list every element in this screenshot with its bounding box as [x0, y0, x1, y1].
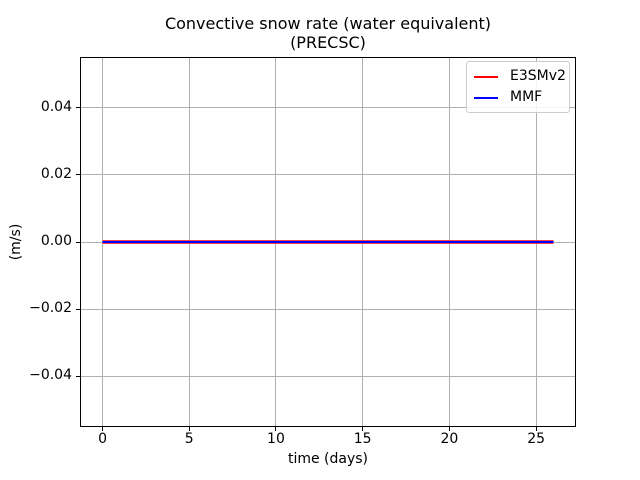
x-tick-label: 5 [184, 431, 194, 447]
plot-area: E3SMv2 MMF 0 5 10 15 20 25 0.04 0.02 0.00 −0.02 −0.… [29, 57, 576, 447]
y-tick-label: 0.00 [40, 233, 72, 249]
x-tick-mark [448, 427, 450, 431]
x-tick-label: 20 [440, 431, 459, 447]
series-plot [102, 240, 554, 244]
y-tick-mark [76, 375, 80, 377]
gridline-horizontal [80, 107, 576, 109]
chart-title: Convective snow rate (water equivalent) … [80, 14, 576, 52]
legend-line-swatch [474, 75, 498, 78]
x-tick-mark [188, 427, 190, 431]
y-tick-label: −0.04 [29, 367, 72, 384]
legend-label: MMF [510, 89, 543, 105]
x-tick-label: 25 [527, 431, 546, 447]
legend-item-e3smv2: E3SMv2 [474, 66, 566, 87]
x-tick-mark [535, 427, 537, 431]
x-tick-mark [102, 427, 104, 431]
gridline-horizontal [80, 308, 576, 310]
y-tick-mark [76, 174, 80, 176]
y-tick-label: 0.02 [40, 165, 72, 182]
y-tick-mark [76, 107, 80, 109]
x-tick-label: 10 [267, 431, 285, 447]
chart-title-line2: (PRECSC) [290, 33, 366, 52]
x-axis-label: time (days) [287, 451, 369, 467]
x-tick-label: 15 [353, 431, 372, 447]
legend-item-mmf: MMF [474, 87, 563, 108]
y-tick-mark [76, 308, 80, 310]
y-tick-label: −0.02 [29, 300, 72, 317]
y-tick-mark [76, 241, 80, 243]
y-axis-label: (m/s) [8, 223, 24, 261]
x-tick-mark [362, 427, 364, 431]
gridline-horizontal [80, 375, 576, 377]
gridline-horizontal [80, 174, 576, 176]
x-tick-label: 0 [98, 431, 107, 447]
y-tick-label: 0.04 [40, 98, 72, 115]
x-tick-mark [275, 427, 277, 431]
legend: E3SMv2 MMF [466, 61, 570, 113]
chart-title-line1: Convective snow rate (water equivalent) [164, 14, 492, 33]
legend-line-swatch [474, 96, 498, 99]
legend-label: E3SMv2 [510, 68, 566, 84]
